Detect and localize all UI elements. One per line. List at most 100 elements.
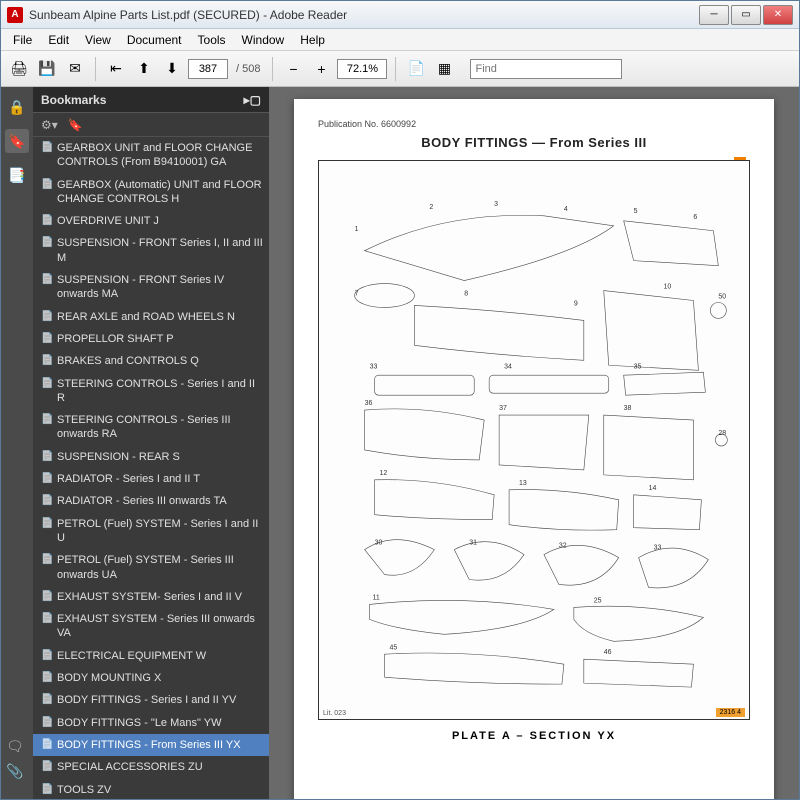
separator: [395, 57, 396, 81]
save-icon[interactable]: 💾: [35, 57, 59, 81]
panel-menu-icon[interactable]: ▸▢: [244, 93, 261, 107]
bookmark-item[interactable]: GEARBOX (Automatic) UNIT and FLOOR CHANG…: [33, 174, 269, 211]
bookmark-item[interactable]: GEARBOX UNIT and FLOOR CHANGE CONTROLS (…: [33, 137, 269, 174]
minimize-button[interactable]: ─: [699, 5, 729, 25]
svg-text:7: 7: [355, 291, 359, 298]
svg-text:50: 50: [718, 294, 726, 301]
bookmark-item[interactable]: RADIATOR - Series III onwards TA: [33, 490, 269, 512]
svg-text:25: 25: [594, 597, 602, 604]
next-page-icon[interactable]: ⬇: [160, 57, 184, 81]
bookmark-list[interactable]: GEARBOX UNIT and FLOOR CHANGE CONTROLS (…: [33, 137, 269, 799]
separator: [95, 57, 96, 81]
attachment-icon[interactable]: 📎: [6, 763, 24, 780]
svg-text:4: 4: [564, 206, 568, 213]
bookmark-item[interactable]: REAR AXLE and ROAD WHEELS N: [33, 306, 269, 328]
bookmark-item[interactable]: ELECTRICAL EQUIPMENT W: [33, 645, 269, 667]
bookmark-item[interactable]: EXHAUST SYSTEM - Series III onwards VA: [33, 608, 269, 645]
bookmark-item[interactable]: PROPELLOR SHAFT P: [33, 328, 269, 350]
svg-text:11: 11: [373, 594, 380, 601]
bookmark-item[interactable]: OVERDRIVE UNIT J: [33, 210, 269, 232]
svg-text:33: 33: [370, 363, 378, 370]
svg-text:35: 35: [634, 363, 642, 370]
menu-window[interactable]: Window: [234, 31, 293, 49]
svg-text:9: 9: [574, 300, 578, 307]
bookmark-item[interactable]: STEERING CONTROLS - Series III onwards R…: [33, 409, 269, 446]
bookmark-item[interactable]: PETROL (Fuel) SYSTEM - Series III onward…: [33, 549, 269, 586]
bookmark-item[interactable]: STEERING CONTROLS - Series I and II R: [33, 373, 269, 410]
menu-file[interactable]: File: [5, 31, 40, 49]
document-area[interactable]: Publication No. 6600992 BODY FITTINGS — …: [269, 87, 799, 799]
panel-title: Bookmarks: [41, 93, 106, 107]
bookmark-item[interactable]: BRAKES and CONTROLS Q: [33, 350, 269, 372]
svg-text:2: 2: [429, 204, 433, 211]
svg-text:34: 34: [504, 363, 512, 370]
svg-text:14: 14: [649, 485, 657, 492]
svg-text:30: 30: [375, 540, 383, 547]
nav-tabs: 🔒 🔖 📑 🗨 📎: [1, 87, 33, 799]
bookmark-item[interactable]: SUSPENSION - FRONT Series IV onwards MA: [33, 269, 269, 306]
publication-number: Publication No. 6600992: [318, 119, 750, 129]
bookmark-item[interactable]: RADIATOR - Series I and II T: [33, 468, 269, 490]
parts-diagram: 123 456 789 1050 333435 363738 121314 30…: [319, 161, 749, 719]
prev-page-icon[interactable]: ⬆: [132, 57, 156, 81]
bookmarks-tab-icon[interactable]: 🔖: [5, 129, 29, 153]
note-icon[interactable]: 🗨: [6, 738, 24, 755]
bookmark-item[interactable]: SUSPENSION - REAR S: [33, 446, 269, 468]
zoom-in-icon[interactable]: +: [309, 57, 333, 81]
svg-text:37: 37: [499, 405, 507, 412]
bookmark-item[interactable]: SUSPENSION - FRONT Series I, II and III …: [33, 232, 269, 269]
bookmark-item[interactable]: PETROL (Fuel) SYSTEM - Series I and II U: [33, 513, 269, 550]
page-number-input[interactable]: [188, 59, 228, 79]
bookmark-item[interactable]: SPECIAL ACCESSORIES ZU: [33, 756, 269, 778]
email-icon[interactable]: ✉: [63, 57, 87, 81]
save-copy-icon[interactable]: 📄: [404, 57, 428, 81]
maximize-button[interactable]: ▭: [731, 5, 761, 25]
app-icon: A: [7, 7, 23, 23]
zoom-input[interactable]: [337, 59, 387, 79]
lock-icon[interactable]: 🔒: [5, 95, 29, 119]
svg-text:10: 10: [664, 284, 672, 291]
plate-label: PLATE A – SECTION YX: [318, 730, 750, 742]
svg-text:31: 31: [469, 540, 477, 547]
pdf-page: Publication No. 6600992 BODY FITTINGS — …: [294, 99, 774, 799]
window-controls: ─ ▭ ✕: [697, 5, 793, 25]
menu-document[interactable]: Document: [119, 31, 190, 49]
svg-text:13: 13: [519, 480, 527, 487]
menu-tools[interactable]: Tools: [190, 31, 234, 49]
menubar: FileEditViewDocumentToolsWindowHelp: [1, 29, 799, 51]
tool-icon[interactable]: ▦: [432, 57, 456, 81]
page-heading: BODY FITTINGS — From Series III: [318, 135, 750, 150]
page-total-label: / 508: [236, 63, 260, 75]
menu-view[interactable]: View: [77, 31, 119, 49]
svg-text:5: 5: [634, 208, 638, 215]
close-button[interactable]: ✕: [763, 5, 793, 25]
bookmark-item[interactable]: BODY FITTINGS - Series I and II YV: [33, 689, 269, 711]
bookmark-item[interactable]: EXHAUST SYSTEM- Series I and II V: [33, 586, 269, 608]
lit-number: Lit. 023: [323, 710, 346, 717]
menu-edit[interactable]: Edit: [40, 31, 77, 49]
toolbar: 🖨 💾 ✉ ⇤ ⬆ ⬇ / 508 − + 📄 ▦: [1, 51, 799, 87]
app-window: A Sunbeam Alpine Parts List.pdf (SECURED…: [0, 0, 800, 800]
bookmark-item[interactable]: BODY MOUNTING X: [33, 667, 269, 689]
find-input[interactable]: [470, 59, 622, 79]
bookmark-item[interactable]: BODY FITTINGS - "Le Mans" YW: [33, 712, 269, 734]
separator: [272, 57, 273, 81]
first-page-icon[interactable]: ⇤: [104, 57, 128, 81]
window-title: Sunbeam Alpine Parts List.pdf (SECURED) …: [29, 8, 697, 22]
svg-text:1: 1: [355, 226, 359, 233]
bookmark-item[interactable]: TOOLS ZV: [33, 779, 269, 800]
pages-tab-icon[interactable]: 📑: [5, 163, 29, 187]
svg-text:32: 32: [559, 543, 567, 550]
diagram-box: 123 456 789 1050 333435 363738 121314 30…: [318, 160, 750, 720]
svg-text:28: 28: [718, 430, 726, 437]
menu-help[interactable]: Help: [292, 31, 333, 49]
svg-text:33: 33: [654, 545, 662, 552]
bookmark-item[interactable]: BODY FITTINGS - From Series III YX: [33, 734, 269, 756]
panel-header: Bookmarks ▸▢: [33, 87, 269, 113]
print-icon[interactable]: 🖨: [7, 57, 31, 81]
content-area: 🔒 🔖 📑 🗨 📎 Bookmarks ▸▢ ⚙▾ 🔖 GEARBOX UNIT…: [1, 87, 799, 799]
zoom-out-icon[interactable]: −: [281, 57, 305, 81]
svg-text:12: 12: [380, 470, 388, 477]
options-icon[interactable]: 🔖: [68, 118, 83, 132]
expand-icon[interactable]: ⚙▾: [41, 118, 58, 132]
